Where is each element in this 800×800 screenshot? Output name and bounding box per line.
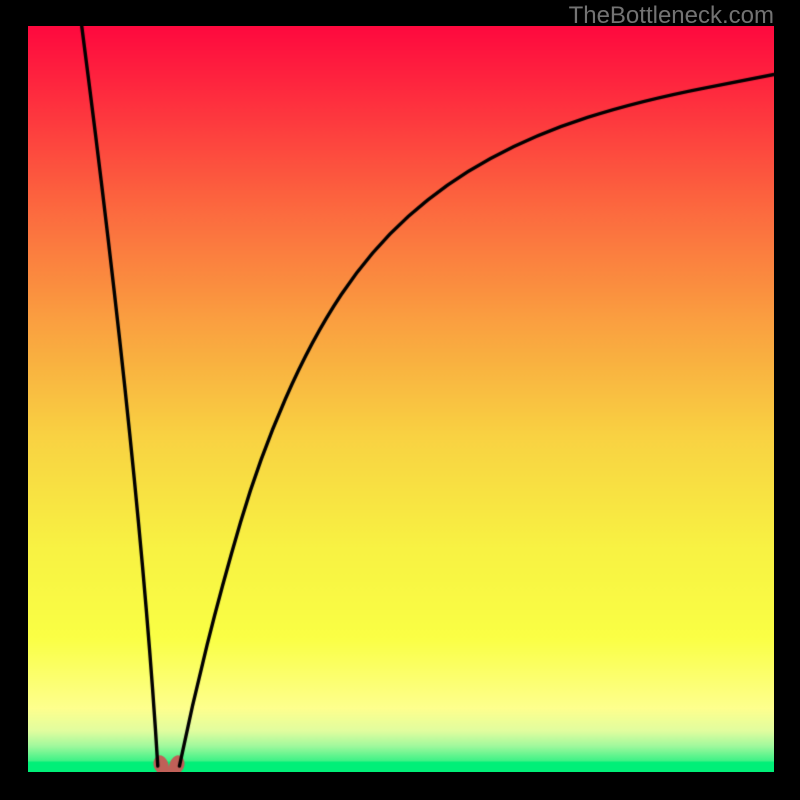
plot-frame	[28, 26, 774, 772]
gradient-plot-canvas	[28, 26, 774, 772]
watermark-text: TheBottleneck.com	[569, 2, 774, 30]
